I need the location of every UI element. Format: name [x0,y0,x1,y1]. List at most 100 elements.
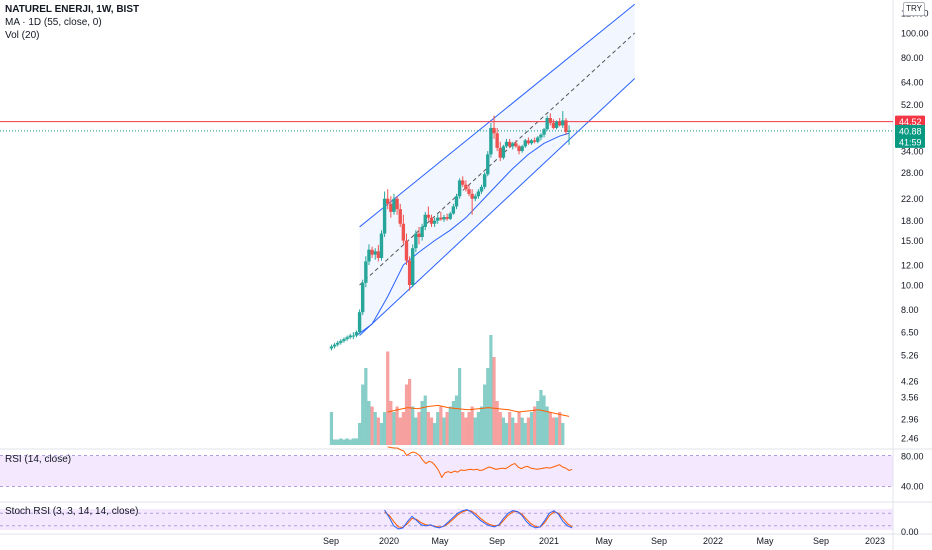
candle-body [342,339,346,341]
volume-bar [554,417,559,445]
price-tick-label: 52.00 [901,100,924,110]
candle-body [370,249,374,255]
candle [545,115,549,131]
volume-bar [345,438,349,445]
candle [364,256,368,288]
price-tick-label: 18.00 [901,216,924,226]
candle [398,203,402,227]
candle [514,140,518,148]
volume-bar [401,412,405,445]
candle [332,342,337,349]
volume-bar [439,406,443,445]
candle-body [404,240,409,261]
volume-bar [351,438,355,445]
candle-body [407,260,412,285]
volume-bar [339,438,343,445]
candle-body [420,226,424,238]
time-tick-label: Sep [323,536,339,546]
candle [548,113,552,126]
candle [504,138,509,148]
candle-body [426,214,431,218]
volume-bar [348,439,352,445]
price-badge-bg [895,115,925,128]
candle [367,244,371,266]
volume-bar [379,423,384,445]
volume-bar [420,401,424,445]
candle [457,178,462,199]
volume-bar [464,417,468,445]
volume-bar [342,439,346,445]
candle-body [451,206,456,214]
volume-bar [542,395,546,445]
candle [417,226,421,245]
volume-bar [354,438,359,445]
candle-body [348,335,352,338]
price-badge-label: 44.52 [899,117,922,127]
channel-fill [359,4,635,336]
candle-body [439,217,443,220]
currency-button[interactable]: TRY [903,2,925,16]
candle [507,138,512,148]
volume-bar [529,412,534,445]
stoch-tick-label: 0.00 [901,527,919,537]
candle-body [339,340,343,343]
candle [467,184,471,197]
candle [551,119,556,130]
candle [464,180,468,192]
price-tick-label: 5.26 [901,351,919,361]
volume-bar [479,406,484,445]
candle-body [367,249,371,262]
volume-bar [533,406,537,445]
candle [404,233,409,266]
candle-body [564,120,568,132]
candle-body [386,198,390,204]
volume-bar [551,417,556,445]
volume-bar [511,417,515,445]
candle [489,122,493,158]
ma-legend: MA · 1D (55, close, 0) [5,17,102,28]
candle [451,203,456,215]
volume-bar [514,423,518,445]
candle [436,214,440,224]
candle-body [561,120,565,126]
volume-ma-line [387,404,570,417]
candle [370,246,374,258]
candle [392,193,396,215]
candle-body [532,140,537,142]
candle [526,137,531,145]
candle-body [329,346,334,349]
candle-body [357,312,362,333]
volume-bar [558,412,562,445]
candle-body [473,196,477,199]
volume-bar [536,401,540,445]
volume-bar [458,368,462,445]
candle [486,151,490,177]
stoch-k-line [384,509,573,530]
candle-body [479,186,484,192]
candle [498,141,502,162]
candle-body [395,198,399,210]
volume-bar [370,406,374,445]
symbol-title: NATUREL ENERJI, 1W, BIST [5,4,140,15]
volume-bar [495,401,499,445]
candle-body [548,117,552,123]
candle-body [557,121,562,126]
candle [351,332,356,340]
candle-body [429,217,434,224]
candle [342,337,346,343]
candle-body [476,191,481,197]
candle-body [529,140,534,144]
candle-body [495,133,499,148]
volume-bar [373,412,377,445]
candle [529,138,534,145]
candle [432,217,437,227]
volume-bar [423,395,427,445]
price-tick-label: 22.00 [901,194,924,204]
candle-body [486,154,490,175]
candle [414,230,418,253]
candle [501,144,506,160]
price-tick-label: 6.50 [901,328,919,338]
volume-bar [476,412,480,445]
